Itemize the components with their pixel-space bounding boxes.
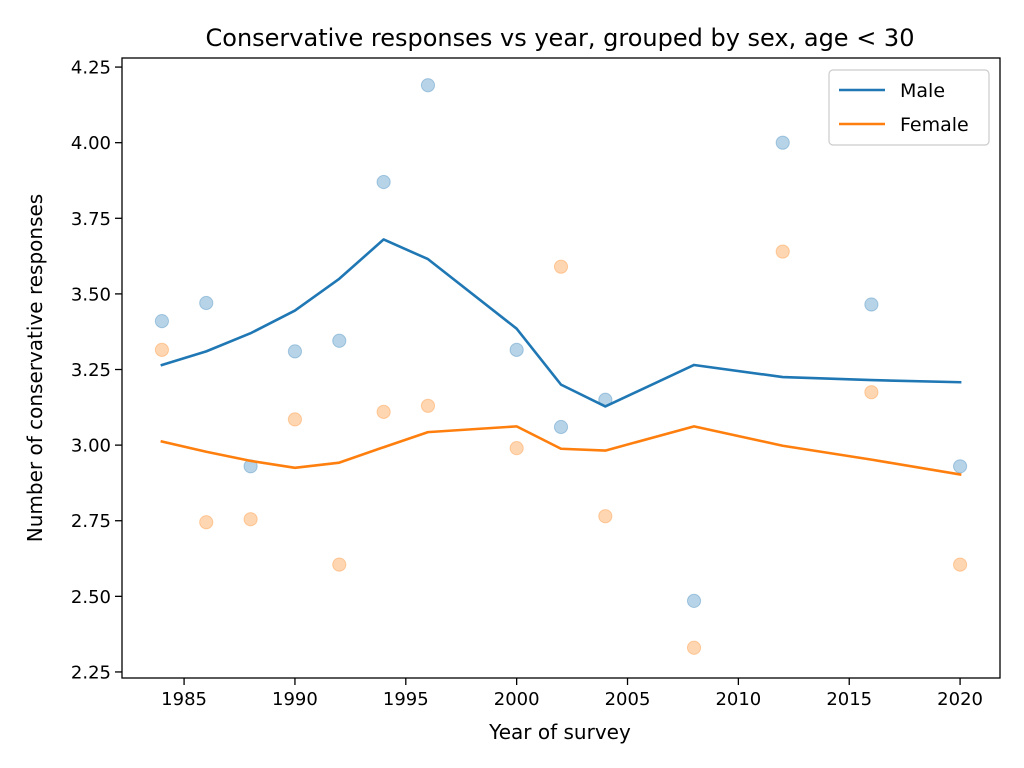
legend-label-male: Male bbox=[900, 80, 945, 102]
y-axis-label: Number of conservative responses bbox=[23, 194, 47, 542]
scatter-point bbox=[553, 419, 569, 435]
scatter-point bbox=[952, 459, 968, 474]
scatter-point bbox=[154, 342, 170, 357]
scatter-point bbox=[952, 557, 968, 572]
x-tick-label: 2015 bbox=[826, 689, 872, 710]
scatter-point bbox=[420, 78, 436, 93]
y-tick-label: 2.50 bbox=[71, 587, 111, 608]
x-tick-label: 1995 bbox=[383, 689, 429, 710]
y-tick-label: 3.50 bbox=[71, 284, 111, 305]
scatter-point bbox=[376, 404, 391, 419]
scatter-point bbox=[598, 509, 613, 524]
scatter-point bbox=[154, 314, 170, 329]
scatter-point bbox=[686, 640, 702, 655]
x-tick-label: 2010 bbox=[715, 689, 761, 710]
scatter-point bbox=[864, 385, 879, 400]
scatter-point bbox=[332, 557, 347, 572]
scatter-series-female bbox=[154, 244, 968, 655]
scatter-point bbox=[287, 344, 303, 359]
scatter-point bbox=[553, 259, 569, 274]
chart-title: Conservative responses vs year, grouped … bbox=[206, 24, 915, 52]
legend: Male Female bbox=[828, 69, 990, 146]
y-tick-label: 2.25 bbox=[71, 662, 111, 683]
x-tick-label: 2000 bbox=[494, 689, 540, 710]
plot-frame bbox=[121, 57, 1001, 679]
scatter-point bbox=[509, 441, 524, 456]
x-axis-label: Year of survey bbox=[488, 720, 631, 744]
y-tick-label: 3.00 bbox=[71, 436, 111, 457]
legend-label-female: Female bbox=[900, 114, 969, 136]
x-tick-label: 1990 bbox=[272, 689, 318, 710]
scatter-point bbox=[686, 593, 702, 608]
series-line-male bbox=[160, 238, 962, 408]
y-tick-label: 3.75 bbox=[71, 209, 111, 230]
scatter-series-male bbox=[154, 78, 968, 608]
y-tick-label: 4.00 bbox=[71, 133, 111, 154]
scatter-point bbox=[287, 412, 303, 427]
scatter-point bbox=[199, 515, 214, 530]
y-tick-label: 4.25 bbox=[71, 58, 111, 79]
scatter-point bbox=[509, 342, 524, 357]
scatter-point bbox=[775, 135, 790, 150]
x-tick-label: 2005 bbox=[605, 689, 651, 710]
scatter-point bbox=[199, 295, 214, 311]
scatter-point bbox=[332, 333, 347, 348]
plot-area: 1985 1990 1995 2000 2005 2010 2015 2020 2.25 2.50… bbox=[71, 57, 1001, 710]
y-tick-label: 2.75 bbox=[71, 511, 111, 532]
scatter-point bbox=[420, 398, 436, 413]
scatter-point bbox=[864, 297, 879, 312]
scatter-point bbox=[243, 512, 258, 527]
scatter-point bbox=[775, 244, 790, 259]
y-tick-label: 3.25 bbox=[71, 360, 111, 381]
scatter-point bbox=[376, 174, 391, 190]
x-tick-label: 1985 bbox=[161, 689, 207, 710]
series-line-female bbox=[160, 425, 962, 476]
x-tick-label: 2020 bbox=[937, 689, 983, 710]
